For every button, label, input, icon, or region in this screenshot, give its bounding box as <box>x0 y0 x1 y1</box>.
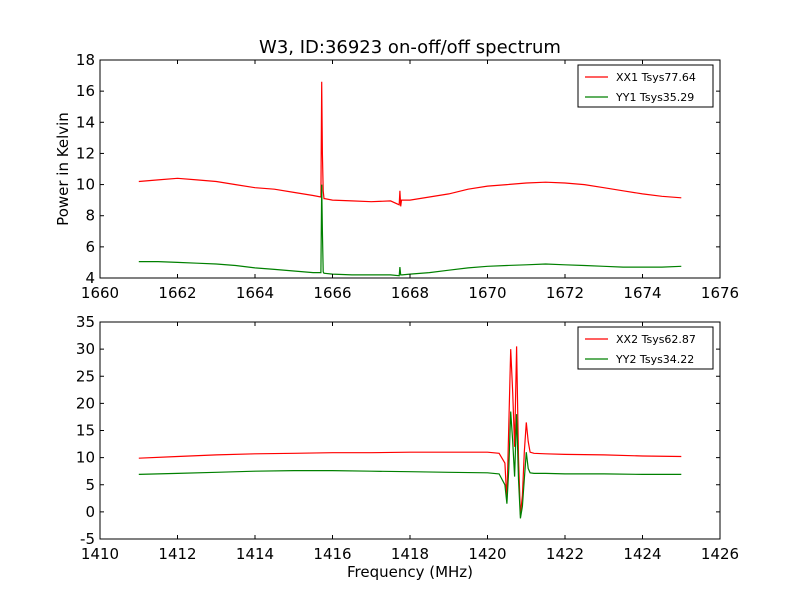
y-tick-label: 8 <box>85 207 95 225</box>
x-tick-label: 1422 <box>546 545 584 563</box>
x-tick-label: 1410 <box>81 545 119 563</box>
x-axis-label: Frequency (MHz) <box>347 563 473 581</box>
legend-entry: YY2 Tsys34.22 <box>615 353 694 366</box>
chart-title: W3, ID:36923 on-off/off spectrum <box>259 37 561 58</box>
series-line-2 <box>138 184 682 277</box>
y-tick-label: 35 <box>76 313 95 331</box>
legend: XX2 Tsys62.87 YY2 Tsys34.22 <box>577 326 714 370</box>
y-tick-label: 25 <box>76 367 95 385</box>
series-line-1 <box>138 346 682 515</box>
y-tick-label: 4 <box>85 269 95 287</box>
x-tick-label: 1414 <box>236 545 274 563</box>
x-tick-label: 1676 <box>701 284 739 302</box>
x-tick-label: 1666 <box>313 284 351 302</box>
legend-entry: XX1 Tsys77.64 <box>616 71 696 84</box>
series-line-1 <box>138 81 682 207</box>
x-tick-label: 1664 <box>236 284 274 302</box>
y-tick-label: 20 <box>76 394 95 412</box>
y-tick-label: 6 <box>85 238 95 256</box>
y-tick-label: 10 <box>76 449 95 467</box>
series-line-2 <box>138 411 682 519</box>
y-tick-label: 5 <box>85 476 95 494</box>
x-tick-label: 1416 <box>313 545 351 563</box>
y-tick-label: 30 <box>76 340 95 358</box>
legend-box <box>577 326 714 370</box>
y-tick-label: 12 <box>76 144 95 162</box>
y-tick-label: 15 <box>76 422 95 440</box>
x-tick-label: 1412 <box>158 545 196 563</box>
x-tick-label: 1668 <box>391 284 429 302</box>
y-tick-label: 10 <box>76 176 95 194</box>
x-tick-label: 1670 <box>468 284 506 302</box>
top-panel: 1660 1662 1664 1666 1668 1670 1672 1674 1676 4 6 8 1… <box>54 51 739 302</box>
legend-entry: XX2 Tsys62.87 <box>616 333 696 346</box>
x-tick-label: 1660 <box>81 284 119 302</box>
y-axis-label: Power in Kelvin <box>54 112 72 226</box>
y-tick-label: 0 <box>85 503 95 521</box>
y-tick-label: -5 <box>80 530 95 548</box>
x-tick-label: 1426 <box>701 545 739 563</box>
x-tick-label: 1674 <box>623 284 661 302</box>
bottom-panel: 1410 1412 1414 1416 1418 1420 1422 1424 1426 -5 0 5… <box>76 313 739 581</box>
x-tick-label: 1672 <box>546 284 584 302</box>
y-tick-label: 16 <box>76 82 95 100</box>
y-tick-label: 18 <box>76 51 95 69</box>
legend-entry: YY1 Tsys35.29 <box>615 91 694 104</box>
x-tick-label: 1662 <box>158 284 196 302</box>
legend: XX1 Tsys77.64 YY1 Tsys35.29 <box>577 64 714 108</box>
legend-box <box>577 64 714 108</box>
x-tick-label: 1420 <box>468 545 506 563</box>
x-tick-label: 1418 <box>391 545 429 563</box>
y-tick-label: 14 <box>76 113 95 131</box>
x-tick-label: 1424 <box>623 545 661 563</box>
